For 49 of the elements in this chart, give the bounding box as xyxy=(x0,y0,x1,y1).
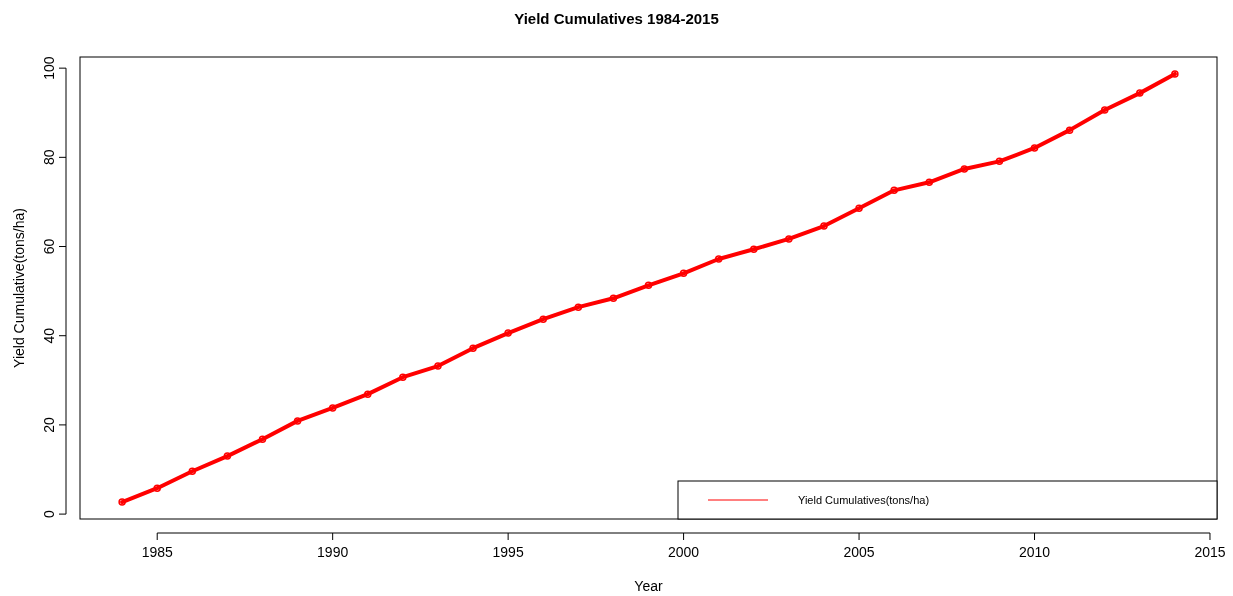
x-axis-title: Year xyxy=(634,578,663,594)
y-tick-label: 40 xyxy=(41,327,57,344)
point xyxy=(1030,144,1039,152)
point xyxy=(118,498,126,506)
point xyxy=(223,452,232,460)
y-axis-title: Yield Cumulative(tons/ha) xyxy=(11,208,27,368)
point xyxy=(1065,126,1074,134)
x-tick-label: 2000 xyxy=(668,544,700,560)
y-tick-label: 20 xyxy=(41,416,57,433)
point xyxy=(1136,89,1144,97)
point xyxy=(574,303,583,311)
point xyxy=(1100,106,1109,114)
point xyxy=(820,222,828,230)
y-tick-label: 100 xyxy=(41,56,57,80)
point xyxy=(609,294,618,303)
point xyxy=(293,417,302,425)
y-tick-label: 0 xyxy=(41,509,57,518)
legend: Yield Cumulatives(tons/ha) xyxy=(677,480,1218,520)
point xyxy=(399,373,407,381)
point xyxy=(434,362,442,370)
point xyxy=(1171,70,1179,78)
point xyxy=(785,235,793,243)
point xyxy=(153,484,161,492)
x-tick-label: 2005 xyxy=(843,544,875,560)
x-tick-label: 2010 xyxy=(1018,544,1051,560)
point xyxy=(504,329,512,337)
point xyxy=(960,165,969,173)
point xyxy=(469,344,477,352)
y-tick-label: 60 xyxy=(41,238,57,255)
point xyxy=(750,245,758,253)
point xyxy=(188,467,197,476)
point xyxy=(890,186,898,195)
point xyxy=(258,435,267,443)
line-series xyxy=(118,70,1179,506)
chart-title: Yield Cumulatives 1984-2015 xyxy=(514,10,719,27)
point xyxy=(855,204,863,212)
x-tick-label: 1985 xyxy=(141,544,173,560)
y-tick-label: 80 xyxy=(41,149,57,166)
point xyxy=(539,315,547,323)
x-tick-label: 2015 xyxy=(1194,544,1226,560)
x-tick-label: 1990 xyxy=(317,544,349,560)
point xyxy=(679,269,688,278)
point xyxy=(714,255,723,263)
point xyxy=(644,281,653,290)
point xyxy=(925,178,933,187)
x-tick-label: 1995 xyxy=(492,544,524,560)
point xyxy=(364,390,372,398)
point xyxy=(328,404,337,412)
point xyxy=(995,157,1004,166)
